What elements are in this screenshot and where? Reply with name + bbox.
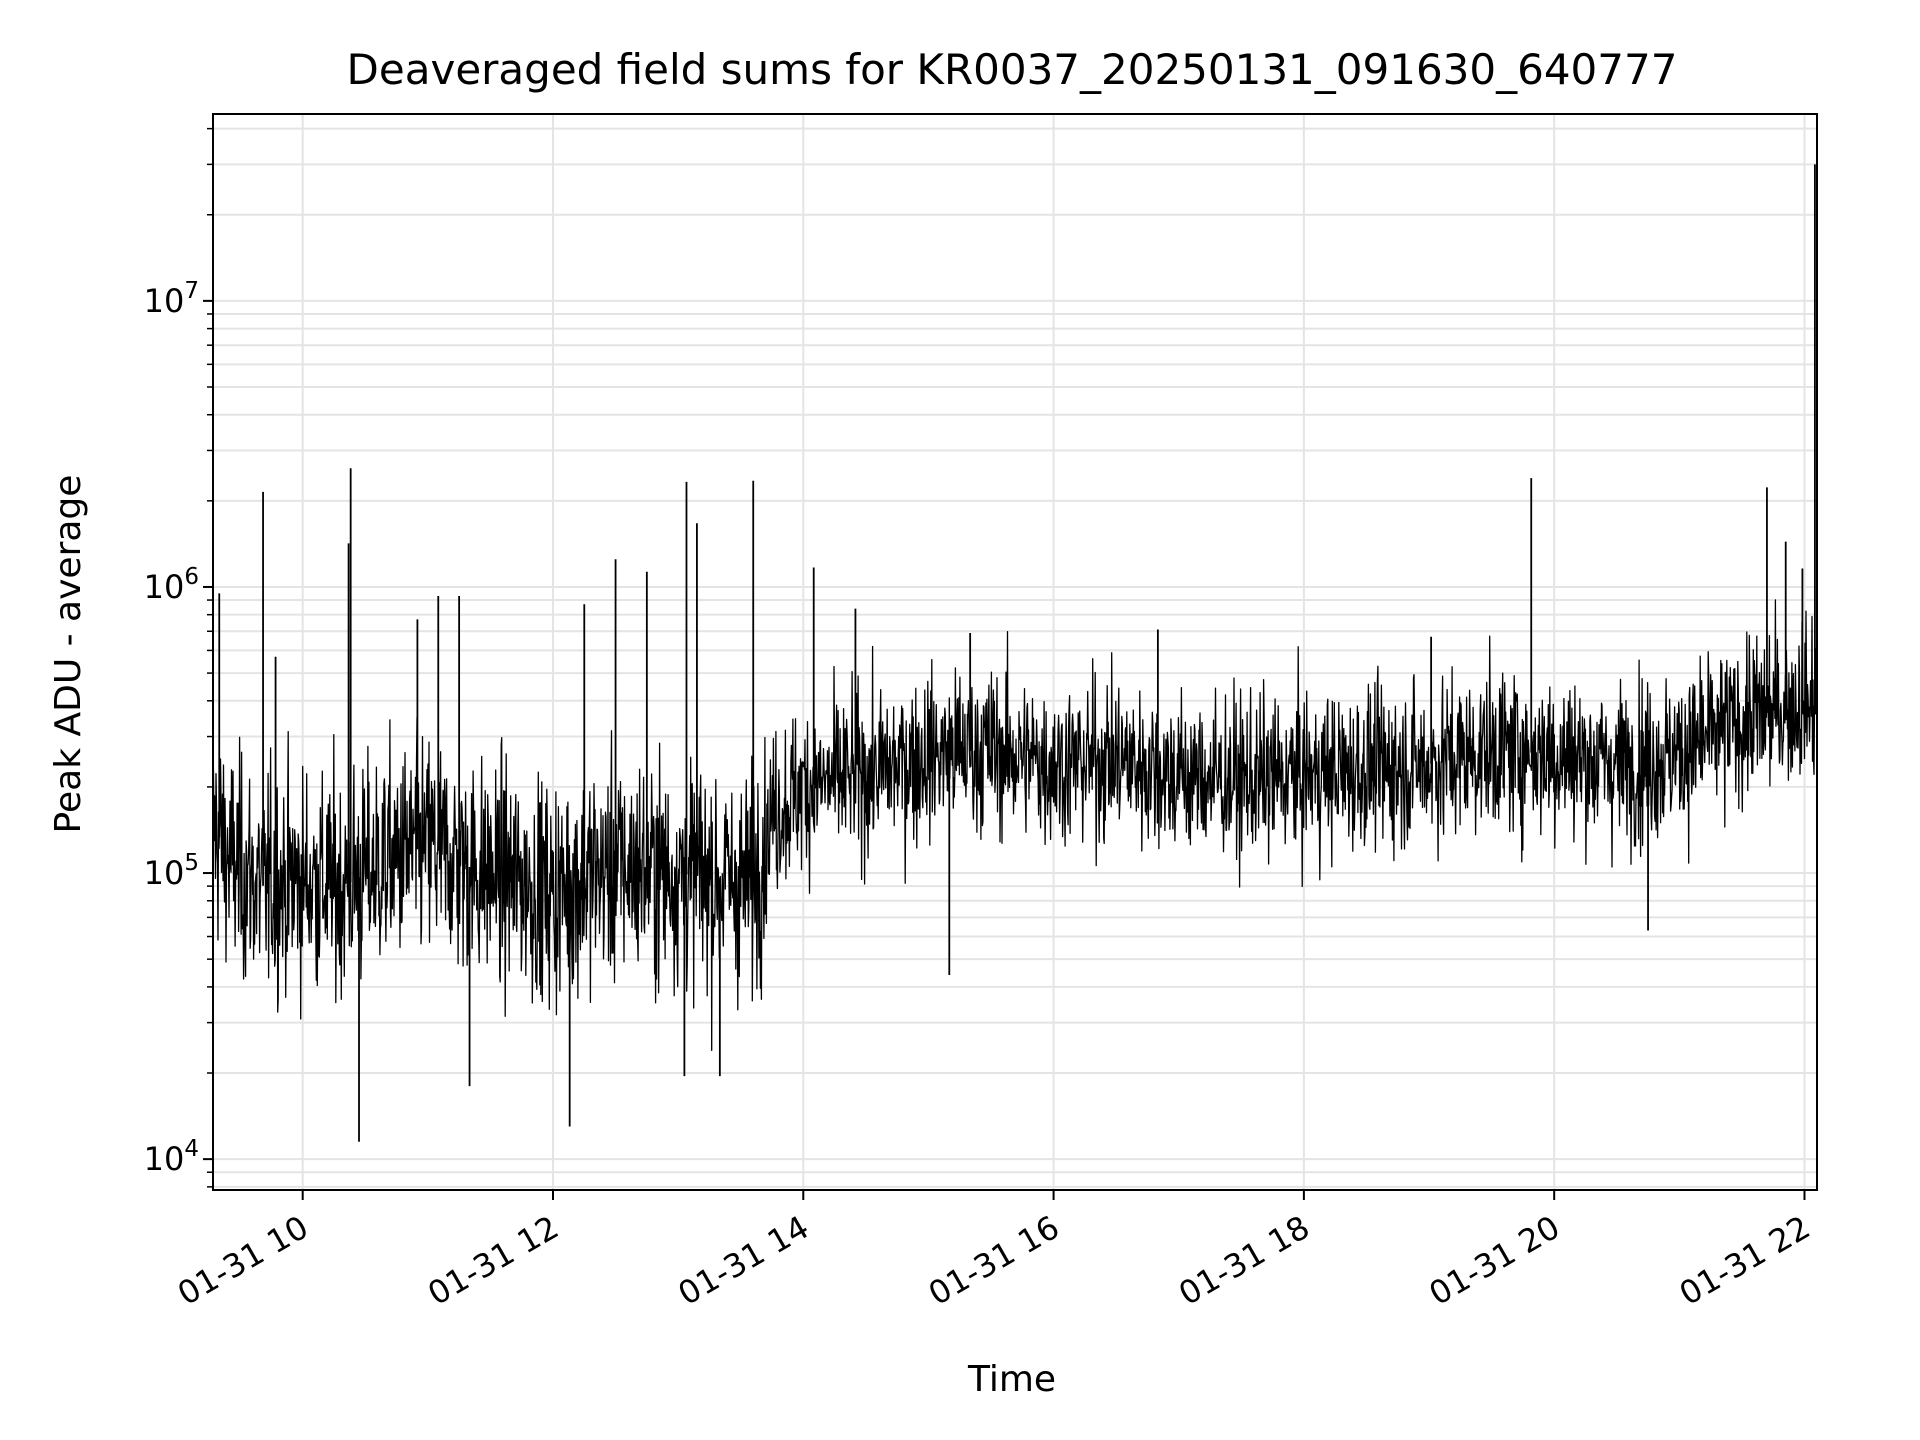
y-tick-label: 104: [144, 1136, 199, 1178]
y-tick-label: 106: [144, 564, 199, 606]
y-tick-label: 105: [144, 850, 199, 892]
series: [212, 164, 1818, 1142]
plot-frame: [212, 113, 1818, 1191]
y-tick-label: 107: [144, 278, 199, 320]
x-axis-label: Time: [967, 1359, 1056, 1400]
y-axis-label: Peak ADU - average: [48, 475, 89, 834]
chart-title: Deaveraged field sums for KR0037_2025013…: [347, 45, 1678, 94]
series-line: [212, 599, 1818, 1052]
